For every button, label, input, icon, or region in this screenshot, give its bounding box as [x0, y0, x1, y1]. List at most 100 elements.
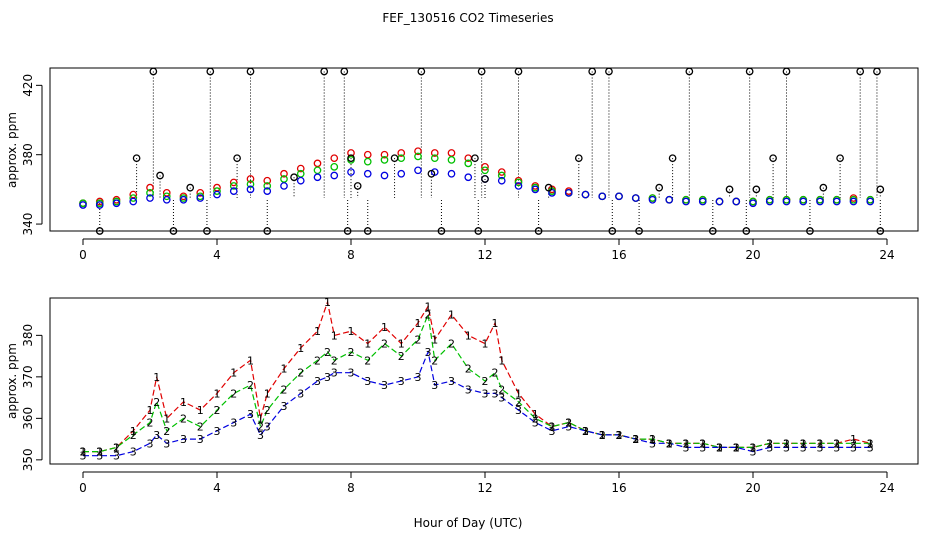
series-2-point [447, 156, 456, 164]
series-3-marker: 3 [230, 417, 237, 430]
series-3-point [146, 194, 154, 202]
spike-point [186, 183, 195, 192]
spike-point [474, 227, 483, 235]
series-2-point [380, 156, 389, 164]
series-2-marker: 2 [80, 446, 87, 459]
series-2-marker: 2 [850, 437, 857, 450]
series-3-marker: 3 [247, 408, 254, 421]
series-3-marker: 3 [264, 421, 271, 434]
series-3-marker: 3 [214, 425, 221, 438]
series-1-marker: 1 [716, 441, 723, 454]
series-1-marker: 1 [783, 437, 790, 450]
series-2-point [263, 182, 272, 190]
series-2-marker: 2 [666, 437, 673, 450]
series-3-marker: 3 [364, 375, 371, 388]
series-2-marker: 2 [348, 346, 355, 359]
series-3-point [581, 190, 590, 199]
series-3-marker: 3 [314, 375, 321, 388]
series-1-marker: 1 [324, 296, 331, 309]
series-2-marker: 2 [415, 334, 422, 347]
series-3-point [631, 194, 640, 202]
series-1-point [280, 169, 288, 178]
spike-point [233, 154, 241, 163]
spike-point [390, 154, 399, 163]
spike-point [668, 154, 677, 163]
series-3-point [296, 176, 305, 185]
series-2-marker: 2 [750, 441, 757, 454]
series-2-marker: 2 [197, 421, 204, 434]
y-tick-label: 380 [21, 143, 35, 166]
series-1-marker: 1 [398, 338, 405, 351]
series-2-marker: 2 [153, 396, 160, 409]
series-2-point [313, 166, 322, 175]
series-3-point [799, 197, 808, 206]
series-3-point [548, 189, 556, 197]
series-3-marker: 3 [348, 367, 355, 380]
series-2-marker: 2 [800, 437, 807, 450]
x-tick-label: 24 [879, 481, 894, 495]
series-2-marker: 2 [649, 433, 656, 446]
series-1-marker: 1 [582, 425, 589, 438]
series-3-marker: 3 [666, 437, 673, 450]
spike-point [363, 227, 372, 235]
series-3-point [497, 176, 506, 185]
series-2-marker: 2 [147, 417, 154, 430]
spike-point [655, 183, 664, 192]
series-2-marker: 2 [716, 441, 723, 454]
series-3-marker: 3 [733, 441, 740, 454]
series-3-point [95, 201, 104, 209]
series-1-marker: 1 [281, 363, 288, 376]
series-3-point [380, 171, 389, 180]
series-1-marker: 1 [431, 334, 438, 347]
series-3-point [698, 197, 707, 206]
series-2-point [246, 180, 255, 189]
spike-point [417, 67, 426, 76]
series-1-marker: 1 [214, 387, 221, 400]
spike-point [514, 67, 523, 76]
series-1-marker: 1 [257, 412, 264, 425]
series-3-point [213, 190, 221, 199]
series-2-marker: 2 [113, 441, 120, 454]
series-3-point [514, 182, 523, 190]
series-3-point [263, 187, 272, 195]
series-2-marker: 2 [482, 375, 489, 388]
x-tick-label: 0 [79, 248, 87, 262]
series-3-marker: 3 [257, 429, 264, 442]
series-1-point [363, 150, 372, 159]
series-1-marker: 1 [766, 437, 773, 450]
spike-point [876, 185, 885, 194]
series-3-point [531, 185, 540, 194]
series-3-marker: 3 [381, 379, 388, 392]
spike-point [708, 227, 717, 235]
x-tick-label: 16 [611, 481, 626, 495]
spike-point [290, 173, 298, 182]
series-3-point [816, 197, 824, 206]
series-3-point [849, 197, 858, 206]
series-3-point [765, 197, 774, 206]
spike-point [427, 169, 436, 178]
bottom-plot-frame [49, 297, 919, 465]
series-3-marker: 3 [565, 421, 572, 434]
series-3-point [682, 197, 690, 206]
series-2-point [213, 187, 221, 195]
series-1-point [246, 175, 255, 183]
series-3-marker: 3 [180, 433, 187, 446]
spike-point [574, 154, 583, 163]
series-1-marker: 1 [153, 371, 160, 384]
series-2-marker: 2 [683, 437, 690, 450]
spike-point [347, 154, 355, 163]
series-3-point [749, 199, 757, 208]
series-1-marker: 1 [314, 325, 321, 338]
series-2-marker: 2 [549, 421, 556, 434]
series-3-marker: 3 [800, 441, 807, 454]
y-tick-label: 350 [21, 448, 35, 471]
spike-point [343, 227, 352, 235]
series-2-marker: 2 [398, 350, 405, 363]
series-1-point [447, 149, 456, 157]
series-2-marker: 2 [381, 338, 388, 351]
series-1-point [397, 149, 406, 157]
series-3-marker: 3 [482, 387, 489, 400]
top-plot-frame [49, 67, 919, 232]
